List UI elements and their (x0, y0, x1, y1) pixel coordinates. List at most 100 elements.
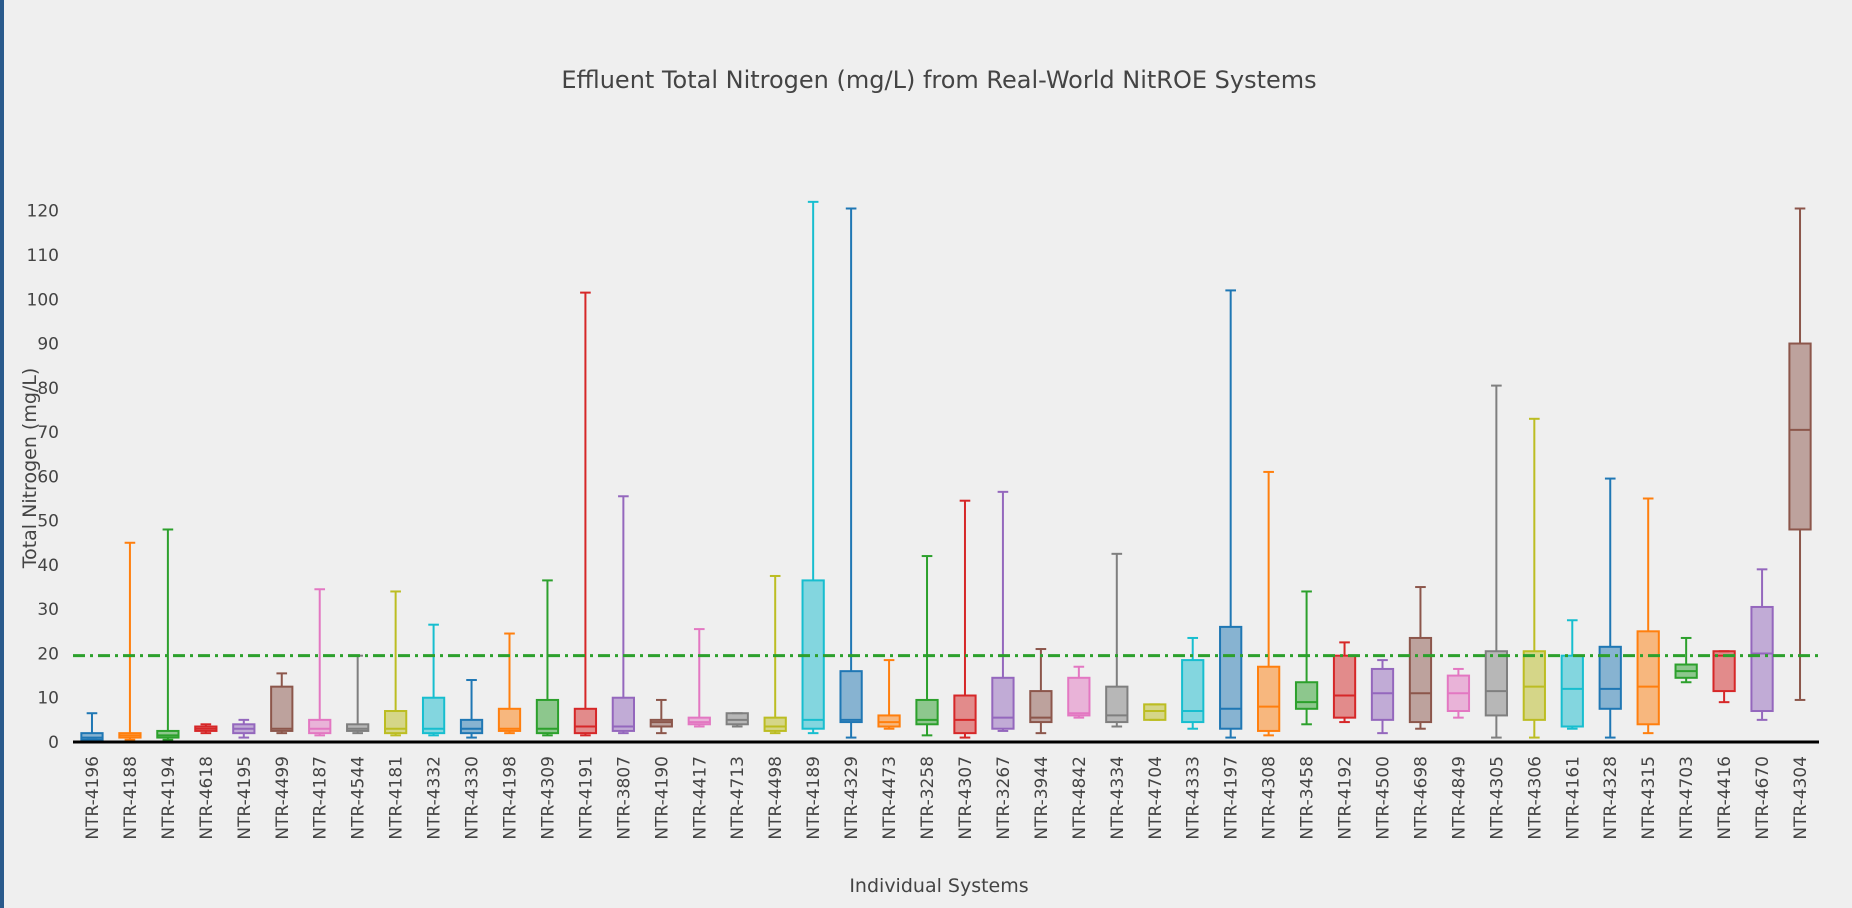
box (80, 732, 104, 741)
x-tick-label: NTR-4332 (425, 756, 445, 840)
box (270, 685, 294, 732)
x-tick-label: NTR-4315 (1639, 756, 1659, 840)
x-tick-label: NTR-4306 (1525, 756, 1545, 840)
y-tick-label: 10 (37, 689, 59, 709)
x-tick-label: NTR-3944 (1032, 756, 1052, 840)
x-tick-label: NTR-4188 (121, 756, 141, 840)
x-tick-label: NTR-4187 (311, 756, 331, 840)
box (1067, 676, 1091, 717)
x-tick-label: NTR-4196 (83, 756, 103, 840)
x-tick-label: NTR-4189 (804, 756, 824, 840)
x-tick-label: NTR-4308 (1260, 756, 1280, 840)
x-tick-label: NTR-4329 (842, 756, 862, 840)
box (1181, 659, 1205, 724)
y-tick-label: 80 (37, 379, 59, 399)
x-tick-label: NTR-4328 (1601, 756, 1621, 840)
x-tick-label: NTR-4416 (1715, 756, 1735, 840)
y-tick-label: 90 (37, 335, 59, 355)
x-tick-label: NTR-4334 (1108, 756, 1128, 840)
x-tick-label: NTR-4161 (1563, 756, 1583, 840)
x-tick-label: NTR-4842 (1070, 756, 1090, 840)
box (1257, 665, 1281, 732)
box (1332, 654, 1357, 719)
box (1105, 685, 1129, 724)
box (1408, 636, 1433, 724)
box (156, 729, 180, 739)
left-edge (0, 0, 4, 908)
y-tick-label: 0 (48, 733, 59, 753)
x-tick-label: NTR-4544 (349, 756, 369, 840)
box (763, 716, 787, 732)
box (953, 694, 977, 735)
x-tick-label: NTR-4195 (235, 756, 255, 840)
box (497, 707, 522, 732)
box (459, 718, 484, 735)
y-tick-label: 60 (37, 467, 59, 487)
y-tick-label: 110 (27, 246, 59, 266)
x-tick-label: NTR-4190 (652, 756, 672, 840)
x-tick-label: NTR-3458 (1298, 756, 1318, 840)
box (991, 676, 1015, 730)
box (649, 718, 673, 728)
box (1029, 690, 1053, 724)
x-tick-label: NTR-4498 (766, 756, 786, 840)
y-tick-label: 120 (27, 202, 59, 222)
y-tick-label: 70 (37, 423, 59, 443)
box (877, 714, 901, 728)
x-tick-label: NTR-4499 (273, 756, 293, 840)
box (1636, 630, 1660, 726)
box (725, 712, 749, 726)
box (421, 696, 446, 735)
x-tick-label: NTR-4307 (956, 756, 976, 840)
y-axis-title: Total Nitrogen (mg/L) (19, 368, 41, 570)
y-tick-label: 100 (27, 290, 59, 310)
box (346, 723, 370, 732)
x-tick-label: NTR-4473 (880, 756, 900, 840)
x-tick-label: NTR-4191 (576, 756, 596, 840)
box (611, 696, 635, 732)
box (384, 710, 408, 735)
x-tick-label: NTR-4417 (690, 756, 710, 840)
y-tick-label: 40 (37, 556, 59, 576)
x-tick-label: NTR-4305 (1487, 756, 1507, 840)
box (1219, 625, 1243, 730)
x-tick-label: NTR-4198 (501, 756, 521, 840)
x-tick-label: NTR-3258 (918, 756, 938, 840)
box (573, 707, 598, 735)
x-tick-label: NTR-4849 (1449, 756, 1469, 840)
y-tick-label: 50 (37, 512, 59, 532)
box (1522, 650, 1546, 721)
box (1712, 650, 1736, 693)
x-tick-label: NTR-4330 (463, 756, 483, 840)
x-tick-label: NTR-4670 (1753, 756, 1773, 840)
box (687, 716, 711, 726)
box (1484, 650, 1508, 717)
box (1143, 703, 1167, 721)
x-tick-label: NTR-4309 (538, 756, 558, 840)
x-tick-label: NTR-4500 (1374, 756, 1394, 840)
box (839, 670, 863, 724)
chart-title: Effluent Total Nitrogen (mg/L) from Real… (561, 66, 1316, 94)
box (1294, 681, 1319, 710)
y-tick-label: 20 (37, 644, 59, 664)
x-tick-label: NTR-4192 (1336, 756, 1356, 840)
box (1560, 654, 1584, 728)
x-axis-title: Individual Systems (849, 875, 1028, 897)
box (535, 698, 560, 735)
box (915, 698, 939, 726)
x-tick-label: NTR-4703 (1677, 756, 1697, 840)
x-tick-label: NTR-4704 (1146, 756, 1166, 840)
x-tick-label: NTR-4713 (728, 756, 748, 840)
x-tick-label: NTR-3807 (614, 756, 634, 840)
box (308, 718, 332, 735)
box (1750, 605, 1774, 713)
box (1788, 342, 1812, 531)
box (1598, 645, 1622, 710)
box (1370, 667, 1395, 721)
x-tick-label: NTR-4618 (197, 756, 217, 840)
y-tick-label: 30 (37, 600, 59, 620)
x-tick-label: NTR-4197 (1222, 756, 1242, 840)
x-tick-label: NTR-4698 (1411, 756, 1431, 840)
